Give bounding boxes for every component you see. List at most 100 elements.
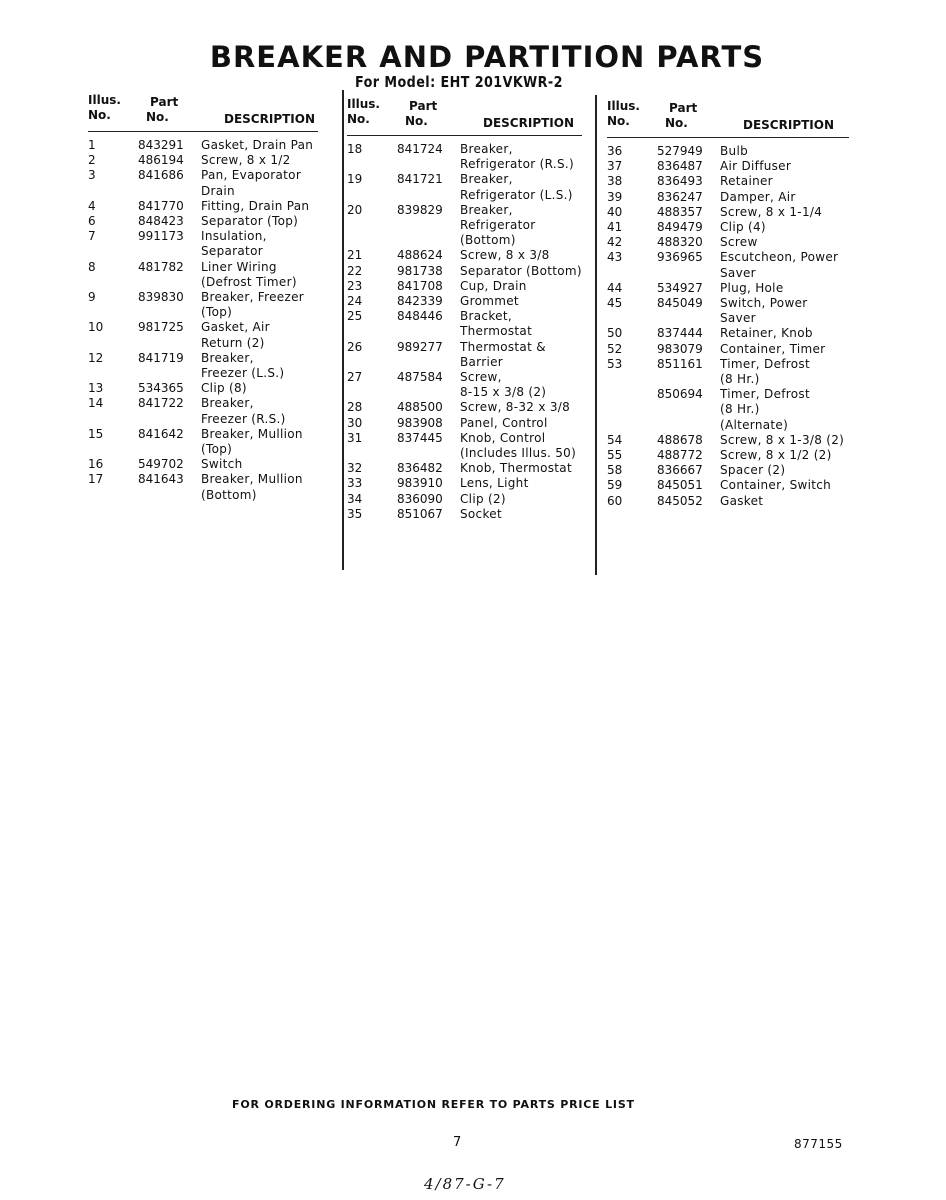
part-description: Switch, Power Saver [720,296,807,326]
description-line: Retainer, Knob [720,326,813,341]
part-description: Gasket, Drain Pan [201,138,313,153]
description-line: Knob, Control [460,430,546,445]
illus-number: 31 [347,430,363,445]
part-row: 60 845052 Gasket [607,494,849,509]
part-description: Timer, Defrost (8 Hr.) (Alternate) [720,387,810,433]
part-row: 8 481782 Liner Wiring (Defrost Timer) [88,260,318,290]
description-line: Breaker, [460,142,513,156]
illus-number: 4 [88,198,96,213]
part-row: 43 936965 Escutcheon, Power Saver [607,250,849,280]
description-line: Insulation, [201,229,267,244]
illus-number: 43 [607,250,623,265]
part-row: 14 841722 Breaker, Freezer (R.S.) [88,396,318,426]
description-line: Switch [201,457,243,472]
part-row: 17 841643 Breaker, Mullion (Bottom) [88,472,318,502]
illus-number: 44 [607,280,623,295]
part-number: 848446 [397,309,443,324]
part-row: 53 851161 Timer, Defrost (8 Hr.) [607,357,849,387]
part-description: Screw, 8 x 1-3/8 (2) [720,433,844,448]
illus-header: Illus. [347,97,380,111]
part-row: 23 841708 Cup, Drain [347,279,582,294]
part-description: Lens, Light [460,476,529,491]
illus-number: 24 [347,294,363,309]
part-row: 44 534927 Plug, Hole [607,281,849,296]
part-row: 21 488624 Screw, 8 x 3/8 [347,248,582,263]
part-description: Separator (Top) [201,214,298,229]
part-description: Screw, 8 x 3/8 [460,248,550,263]
part-number: 839829 [397,202,443,217]
illus-number: 16 [88,457,104,472]
part-header: Part [409,99,438,113]
part-row: 30 983908 Panel, Control [347,416,582,431]
part-description: Cup, Drain [460,279,527,294]
part-row: 4 841770 Fitting, Drain Pan [88,199,318,214]
part-number: 836247 [657,189,703,204]
part-number: 836493 [657,174,703,189]
part-description: Bulb [720,144,748,159]
description-line: Plug, Hole [720,280,784,295]
part-row: 55 488772 Screw, 8 x 1/2 (2) [607,448,849,463]
description-line: Breaker, [460,172,513,187]
part-description: Insulation, Separator [201,229,267,259]
description-line: Switch, Power [720,296,808,311]
illus-number: 10 [88,320,104,335]
part-description: Breaker, Freezer (Top) [201,290,304,320]
part-description: Breaker, Freezer (R.S.) [201,396,286,426]
description-line: Separator (Top) [201,214,299,229]
part-description: Thermostat & Barrier [460,340,546,370]
illus-header: Illus. [88,93,121,107]
part-row: 25 848446 Bracket, Thermostat [347,309,582,339]
part-number: 841722 [138,396,184,411]
part-number: 983079 [657,341,703,356]
part-row: 50 837444 Retainer, Knob [607,326,849,341]
description-line: (Defrost Timer) [201,274,297,289]
part-description: Breaker, Refrigerator (L.S.) [460,172,573,202]
part-description: Knob, Control (Includes Illus. 50) [460,431,576,461]
part-number: 549702 [138,457,184,472]
description-header: DESCRIPTION [483,116,575,130]
illus-number: 59 [607,478,623,493]
part-row: 40 488357 Screw, 8 x 1-1/4 [607,205,849,220]
part-header: Part [150,95,179,109]
part-number: 836667 [657,463,703,478]
part-description: Breaker, Mullion (Top) [201,427,303,457]
part-number: 488678 [657,432,703,447]
part-number: 836482 [397,461,443,476]
part-description: Screw, 8-32 x 3/8 [460,400,570,415]
description-line: Clip (2) [460,491,506,506]
description-line: Screw, [460,370,502,385]
description-line: Breaker, [201,350,254,365]
description-line: (Top) [201,305,233,320]
part-number: 841719 [138,350,184,365]
part-row: 3 841686 Pan, Evaporator Drain [88,168,318,198]
illus-number: 27 [347,370,363,385]
illus-number: 39 [607,189,623,204]
part-number: 842339 [397,294,443,309]
part-row: 22 981738 Separator (Bottom) [347,264,582,279]
description-line: Thermostat & [460,339,546,354]
part-row: 39 836247 Damper, Air [607,190,849,205]
column-header: Illus. No. Part No. DESCRIPTION [88,93,318,132]
description-line: Gasket [720,493,764,508]
part-row: 24 842339 Grommet [347,294,582,309]
part-number: 488320 [657,235,703,250]
column-divider [595,95,597,575]
description-line: Breaker, [460,202,513,217]
part-row: 1 843291 Gasket, Drain Pan [88,138,318,153]
part-number: 981725 [138,320,184,335]
part-row: 52 983079 Container, Timer [607,342,849,357]
part-description: Spacer (2) [720,463,785,478]
part-number: 848423 [138,214,184,229]
description-line: 8-15 x 3/8 (2) [460,385,547,400]
description-line: Timer, Defrost [720,356,810,371]
description-line: (Top) [201,442,233,457]
description-line: Container, Timer [720,341,826,356]
illus-number: 23 [347,278,363,293]
description-line: Breaker, Mullion [201,426,303,441]
part-description: Knob, Thermostat [460,461,572,476]
part-row: 16 549702 Switch [88,457,318,472]
part-row: 10 981725 Gasket, Air Return (2) [88,320,318,350]
illus-number: 9 [88,290,96,305]
part-row: 850694 Timer, Defrost (8 Hr.) (Alternate) [607,387,849,433]
description-line: Refrigerator (R.S.) [460,157,574,172]
